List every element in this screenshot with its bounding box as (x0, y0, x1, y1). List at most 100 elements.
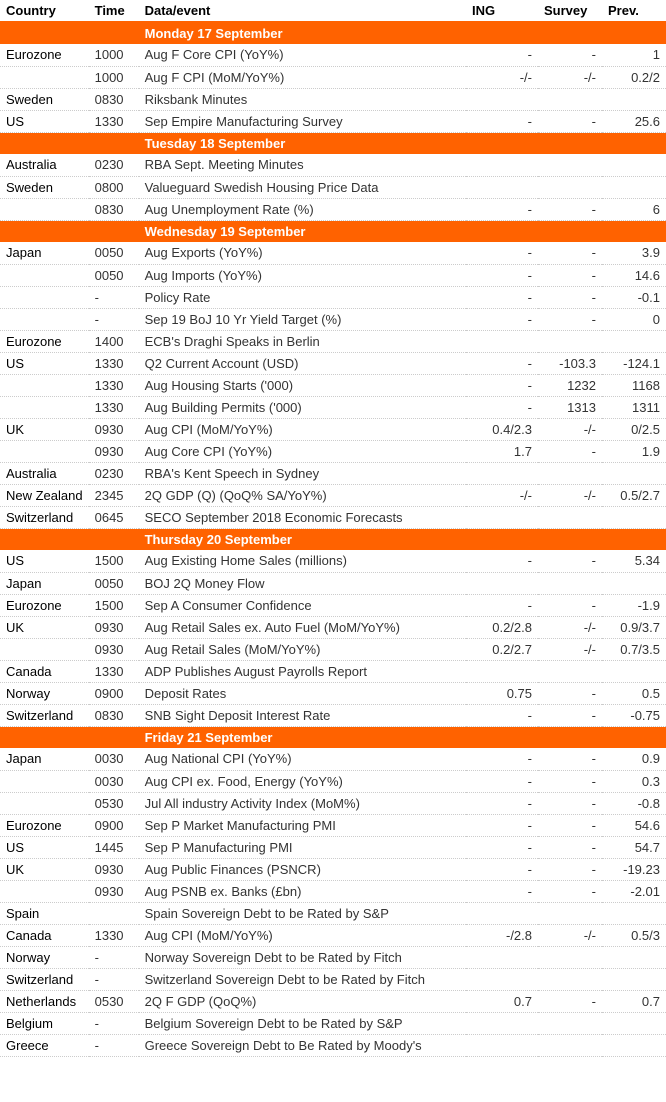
cell-prev: -2.01 (602, 880, 666, 902)
cell-event: Q2 Current Account (USD) (139, 352, 466, 374)
cell-prev: -0.8 (602, 792, 666, 814)
table-row: Canada1330ADP Publishes August Payrolls … (0, 660, 666, 682)
cell-event: Aug CPI (MoM/YoY%) (139, 924, 466, 946)
cell-country: US (0, 836, 89, 858)
cell-ing (466, 1012, 538, 1034)
cell-prev (602, 176, 666, 198)
cell-country (0, 66, 89, 88)
cell-time: 0050 (89, 572, 139, 594)
cell-survey: - (538, 550, 602, 572)
cell-ing (466, 902, 538, 924)
table-row: US1330Q2 Current Account (USD)--103.3-12… (0, 352, 666, 374)
cell-country: Japan (0, 242, 89, 264)
cell-event: Deposit Rates (139, 682, 466, 704)
cell-event: 2Q GDP (Q) (QoQ% SA/YoY%) (139, 484, 466, 506)
cell-country: Switzerland (0, 968, 89, 990)
cell-event: Aug F Core CPI (YoY%) (139, 44, 466, 66)
cell-prev: -1.9 (602, 594, 666, 616)
cell-ing (466, 462, 538, 484)
cell-ing: - (466, 286, 538, 308)
cell-event: Aug Building Permits ('000) (139, 396, 466, 418)
cell-country: UK (0, 616, 89, 638)
cell-event: SNB Sight Deposit Interest Rate (139, 704, 466, 726)
cell-event: SECO September 2018 Economic Forecasts (139, 506, 466, 528)
cell-ing: 0.75 (466, 682, 538, 704)
cell-prev: 54.6 (602, 814, 666, 836)
cell-country: Eurozone (0, 330, 89, 352)
cell-time: 0930 (89, 418, 139, 440)
cell-ing (466, 968, 538, 990)
cell-country (0, 286, 89, 308)
cell-time: - (89, 1012, 139, 1034)
cell-survey: - (538, 704, 602, 726)
cell-survey: 1232 (538, 374, 602, 396)
cell-country (0, 880, 89, 902)
table-body: Monday 17 SeptemberEurozone1000Aug F Cor… (0, 22, 666, 1056)
cell-country: US (0, 352, 89, 374)
economic-calendar-table: Country Time Data/event ING Survey Prev.… (0, 0, 666, 1057)
cell-time: 0830 (89, 88, 139, 110)
cell-prev: 0.5/2.7 (602, 484, 666, 506)
cell-survey (538, 1012, 602, 1034)
table-row: 1000Aug F CPI (MoM/YoY%)-/--/-0.2/2 (0, 66, 666, 88)
cell-time: 0530 (89, 792, 139, 814)
cell-country: Switzerland (0, 704, 89, 726)
table-row: Eurozone1500Sep A Consumer Confidence---… (0, 594, 666, 616)
cell-survey: - (538, 770, 602, 792)
cell-event: Sep A Consumer Confidence (139, 594, 466, 616)
cell-time: 0230 (89, 462, 139, 484)
cell-event: Valueguard Swedish Housing Price Data (139, 176, 466, 198)
cell-ing: - (466, 374, 538, 396)
cell-country: UK (0, 858, 89, 880)
cell-country: Canada (0, 660, 89, 682)
cell-survey: - (538, 858, 602, 880)
cell-survey: - (538, 836, 602, 858)
cell-ing: - (466, 858, 538, 880)
cell-country (0, 396, 89, 418)
cell-event: Aug Exports (YoY%) (139, 242, 466, 264)
cell-event: Aug National CPI (YoY%) (139, 748, 466, 770)
cell-prev: 0.2/2 (602, 66, 666, 88)
table-row: 1330Aug Housing Starts ('000)-12321168 (0, 374, 666, 396)
cell-event: Spain Sovereign Debt to be Rated by S&P (139, 902, 466, 924)
table-row: US1445Sep P Manufacturing PMI--54.7 (0, 836, 666, 858)
cell-prev (602, 462, 666, 484)
cell-time: 0050 (89, 264, 139, 286)
table-row: -Policy Rate---0.1 (0, 286, 666, 308)
table-row: UK0930Aug CPI (MoM/YoY%)0.4/2.3-/-0/2.5 (0, 418, 666, 440)
cell-prev: -0.75 (602, 704, 666, 726)
cell-country: Spain (0, 902, 89, 924)
cell-survey: -/- (538, 66, 602, 88)
cell-ing (466, 946, 538, 968)
cell-prev: 0.7 (602, 990, 666, 1012)
cell-event: Aug Retail Sales (MoM/YoY%) (139, 638, 466, 660)
table-row: 0050Aug Imports (YoY%)--14.6 (0, 264, 666, 286)
cell-survey (538, 1034, 602, 1056)
cell-prev: 0.3 (602, 770, 666, 792)
cell-country (0, 308, 89, 330)
cell-survey: - (538, 792, 602, 814)
cell-ing: - (466, 836, 538, 858)
cell-prev: 6 (602, 198, 666, 220)
cell-ing (466, 330, 538, 352)
cell-prev: 3.9 (602, 242, 666, 264)
table-row: Australia0230RBA Sept. Meeting Minutes (0, 154, 666, 176)
cell-country (0, 638, 89, 660)
table-row: Spain Spain Sovereign Debt to be Rated by… (0, 902, 666, 924)
day-header-row: Tuesday 18 September (0, 132, 666, 154)
cell-prev: 0.7/3.5 (602, 638, 666, 660)
table-row: Japan0030Aug National CPI (YoY%)--0.9 (0, 748, 666, 770)
cell-prev: 0.9 (602, 748, 666, 770)
cell-time: 0030 (89, 770, 139, 792)
cell-country (0, 440, 89, 462)
table-row: Sweden0800Valueguard Swedish Housing Pri… (0, 176, 666, 198)
cell-time (89, 902, 139, 924)
cell-country: Sweden (0, 176, 89, 198)
cell-ing: - (466, 748, 538, 770)
cell-time: 0930 (89, 440, 139, 462)
cell-time: 1500 (89, 594, 139, 616)
cell-survey: - (538, 594, 602, 616)
table-row: Eurozone1400ECB's Draghi Speaks in Berli… (0, 330, 666, 352)
cell-prev (602, 660, 666, 682)
cell-event: ADP Publishes August Payrolls Report (139, 660, 466, 682)
